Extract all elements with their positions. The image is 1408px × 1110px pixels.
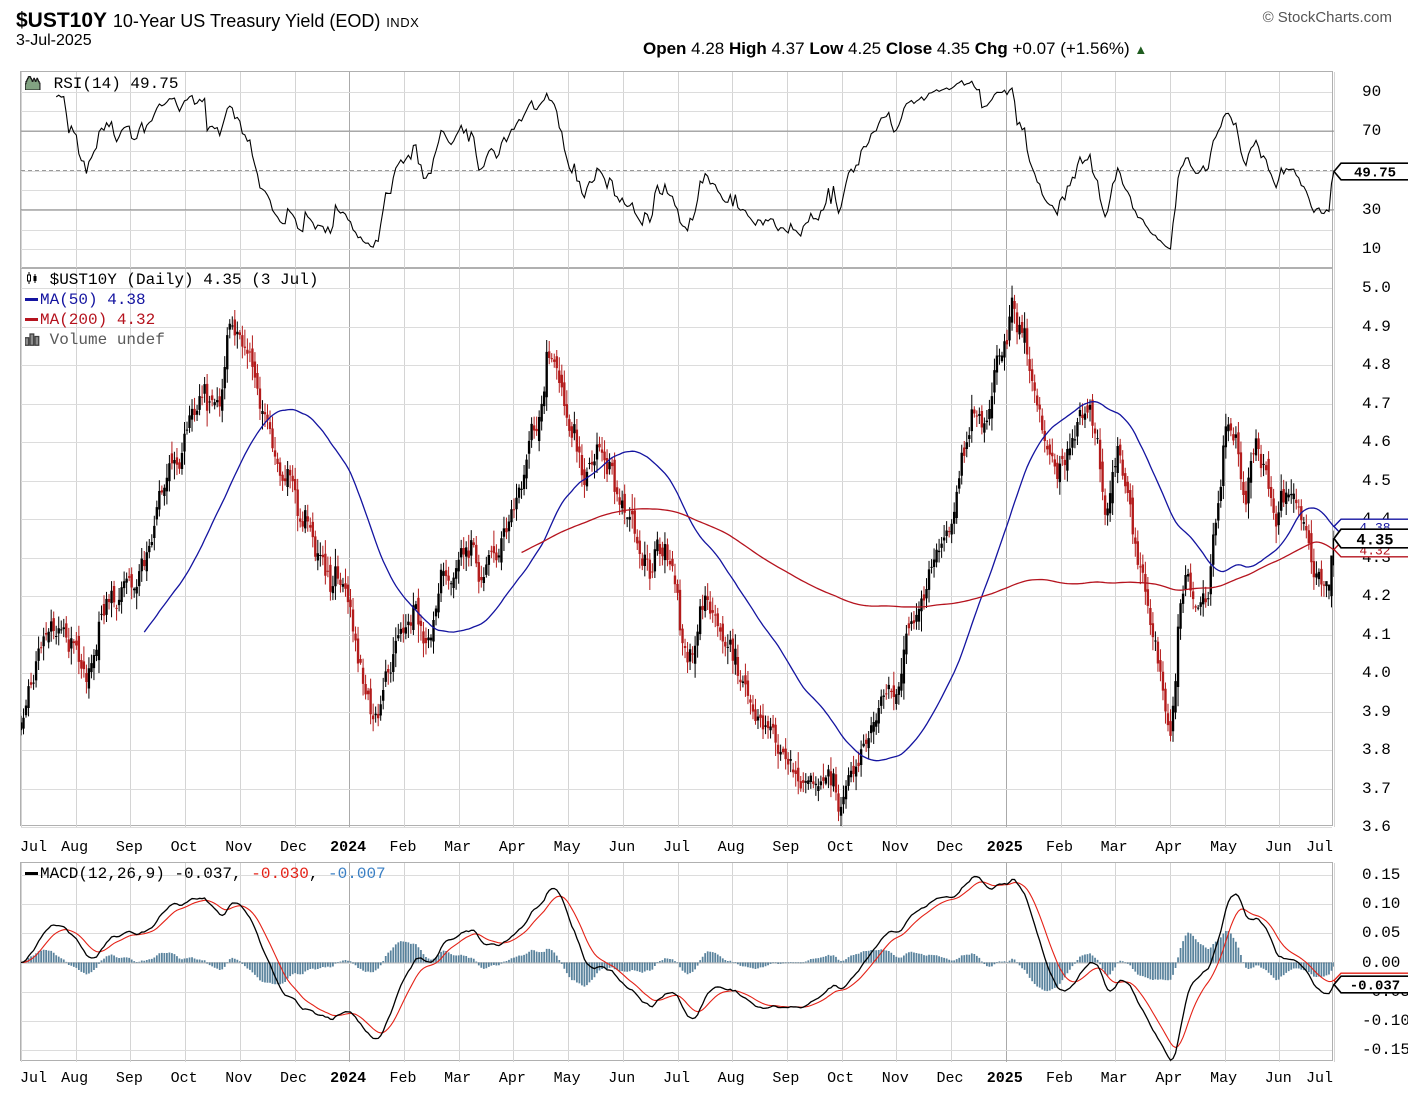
svg-text:49.75: 49.75 [1354,165,1396,181]
svg-text:-0.037: -0.037 [1350,978,1400,994]
svg-text:4.35: 4.35 [1356,531,1393,549]
